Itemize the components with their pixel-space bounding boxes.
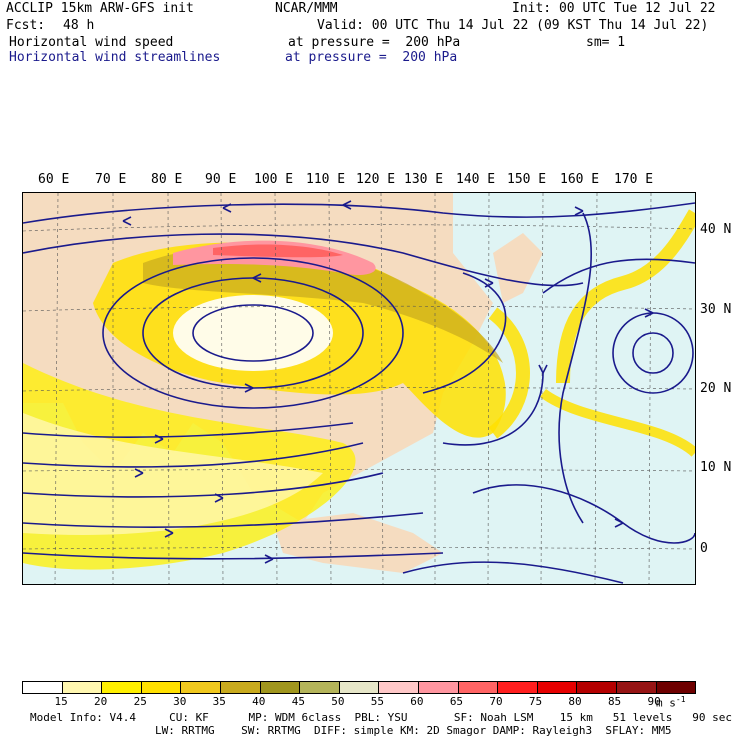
colorbar-level: 65 [449, 695, 464, 708]
streamlines [23, 202, 695, 584]
colorbar-level: 40 [252, 695, 266, 708]
latitude-label: 40 N [700, 222, 732, 237]
colorbar-swatch [62, 682, 103, 693]
init-time: Init: 00 UTC Tue 12 Jul 22 [512, 1, 716, 16]
longitude-label: 150 E [507, 172, 547, 187]
colorbar-swatch [23, 682, 63, 693]
wind-map [22, 192, 696, 585]
colorbar-level: 60 [410, 695, 424, 708]
colorbar-level: 75 [528, 695, 543, 708]
colorbar-swatch [537, 682, 578, 693]
model-title: ACCLIP 15km ARW-GFS init [6, 1, 194, 16]
latitude-label: 20 N [700, 381, 732, 396]
colorbar-swatch [577, 682, 617, 693]
east-pacific-jet [556, 209, 695, 384]
longitude-label: 80 E [151, 172, 183, 187]
colorbar-level: 80 [568, 695, 582, 708]
longitude-label: 170 E [614, 172, 654, 187]
longitude-label: 100 E [254, 172, 294, 187]
colorbar-level: 50 [331, 695, 345, 708]
colorbar-swatch [220, 682, 261, 693]
colorbar-level: 55 [370, 695, 384, 708]
longitude-label: 130 E [404, 172, 444, 187]
streamline-arrows [122, 200, 654, 564]
colorbar-level: 70 [489, 695, 503, 708]
field2-name: Horizontal wind streamlines [9, 50, 221, 65]
smoothing-label: sm= 1 [586, 35, 626, 50]
latitude-label: 0 [700, 541, 708, 556]
jet-core-red [213, 244, 343, 258]
graticule [23, 193, 695, 584]
longitude-label: 140 E [456, 172, 496, 187]
latitude-label: 30 N [700, 302, 732, 317]
colorbar-level: 35 [212, 695, 226, 708]
colorbar-level: 90 [647, 695, 661, 708]
colorbar-swatch [260, 682, 301, 693]
model-info-line1: Model Info: V4.4 CU: KF MP: WDM 6class P… [30, 711, 732, 724]
colorbar-swatch [102, 682, 142, 693]
colorbar-swatch [379, 682, 419, 693]
colorbar-level: 30 [173, 695, 187, 708]
longitude-label: 110 E [306, 172, 346, 187]
speed-ring-mid [143, 246, 503, 363]
wind-map-graphic [23, 193, 695, 584]
colorbar [22, 681, 696, 694]
field1-name: Horizontal wind speed [9, 35, 174, 50]
institution-label: NCAR/MMM [275, 1, 338, 16]
forecast-hours: 48 h [63, 18, 95, 33]
east-pacific-jet-core [540, 388, 695, 457]
land-maritime [273, 513, 443, 573]
valid-time: Valid: 00 UTC Thu 14 Jul 22 (09 KST Thu … [317, 18, 709, 33]
field2-level: at pressure = 200 hPa [285, 50, 458, 65]
colorbar-swatch [498, 682, 538, 693]
longitude-label: 70 E [95, 172, 127, 187]
colorbar-swatch [656, 682, 696, 693]
longitude-label: 160 E [560, 172, 600, 187]
forecast-label: Fcst: [6, 18, 46, 33]
anticyclone-center [173, 295, 333, 371]
colorbar-swatch [458, 682, 499, 693]
colorbar-swatch [339, 682, 380, 693]
land-japan [493, 233, 543, 303]
colorbar-swatch [616, 682, 657, 693]
colorbar-level: 15 [54, 695, 68, 708]
latitude-label: 10 N [700, 460, 732, 475]
colorbar-level: 20 [94, 695, 108, 708]
longitude-label: 120 E [356, 172, 396, 187]
colorbar-level: 25 [133, 695, 147, 708]
field1-level: at pressure = 200 hPa [288, 35, 461, 50]
longitude-label: 90 E [205, 172, 237, 187]
speed-band-south-pale [23, 413, 323, 535]
colorbar-swatch [181, 682, 221, 693]
colorbar-level: 45 [291, 695, 305, 708]
colorbar-swatch [418, 682, 459, 693]
colorbar-unit: m s-1 [656, 695, 686, 710]
model-info-line2: LW: RRTMG SW: RRTMG DIFF: simple KM: 2D … [155, 724, 672, 737]
colorbar-swatch [300, 682, 340, 693]
colorbar-swatch [141, 682, 182, 693]
longitude-label: 60 E [38, 172, 70, 187]
colorbar-level: 85 [607, 695, 622, 708]
